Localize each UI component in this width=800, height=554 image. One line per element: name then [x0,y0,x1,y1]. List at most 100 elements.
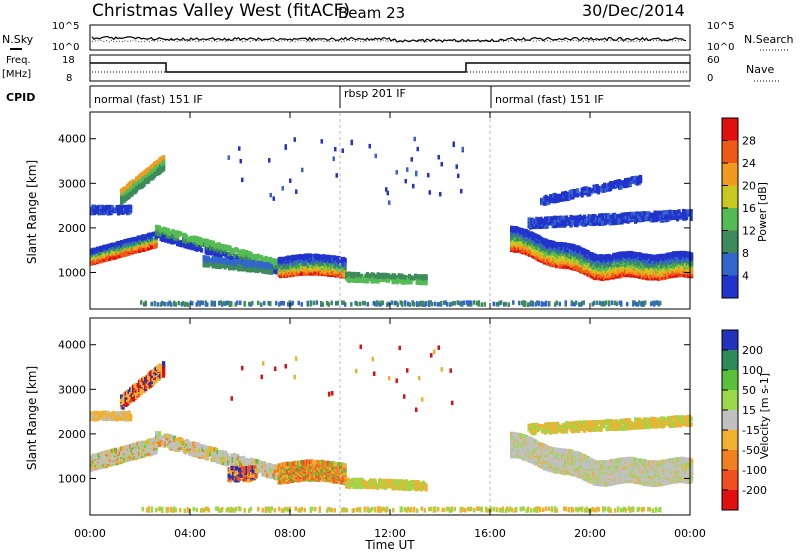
power-cell [210,300,213,305]
power-cell [156,302,159,307]
power-cell [256,267,260,272]
power-cell [343,265,347,271]
power-cell [335,173,338,178]
power-cell [234,253,238,259]
power-cell [394,275,398,280]
power-cell [263,300,266,306]
power-cell [527,302,530,307]
power-cell [321,302,324,307]
power-cell [162,301,165,307]
power-cell [522,300,525,305]
power-cell [267,300,270,306]
power-cell [483,302,486,307]
power-cell [659,210,663,216]
power-cell [428,300,431,305]
power-cell [289,178,292,184]
power-cell [665,209,669,215]
power-cell [290,301,293,307]
power-cell [249,252,253,257]
power-cell [212,240,216,246]
power-cell [330,300,333,306]
power-cell [633,300,636,306]
power-cell [548,300,551,306]
power-cell [227,300,230,306]
power-cell [677,209,681,214]
power-cell [539,216,543,222]
power-cell [439,191,442,197]
power-cell [507,302,510,307]
power-cell [540,301,543,306]
power-cell [650,301,653,307]
power-cell [413,136,416,142]
power-cell [257,253,261,259]
noise-left-tick-bottom: 10^0 [52,42,79,53]
power-cell [183,302,186,307]
power-cell [543,301,546,307]
power-cell [301,167,304,173]
power-cell [222,300,225,306]
power-cell [599,213,603,218]
power-cell [210,251,214,256]
power-cell [390,300,393,305]
power-cell [576,192,580,198]
power-cell [260,302,263,307]
power-cell [162,155,166,160]
power-cell [460,188,463,194]
power-cell [440,300,443,306]
power-yticks-label-3: 4000 [58,133,86,146]
power-cell [419,301,422,306]
power-cell [639,301,642,307]
power-cell [656,300,659,305]
power-cell [626,301,629,307]
power-cell [597,185,601,191]
power-cell [218,242,222,247]
power-cell [264,255,268,261]
power-cell [195,302,198,307]
power-cell [315,300,318,305]
power-cell [236,300,239,305]
power-cell [167,301,170,307]
power-cell [375,300,378,305]
power-cell [599,300,602,306]
power-cell [581,301,584,306]
power-cell [189,300,192,306]
power-cell [431,301,434,307]
power-cell [243,259,247,265]
noise-left-tick-top: 10^5 [52,21,79,32]
power-cell [500,300,503,305]
power-cell [350,302,353,307]
power-cell [575,219,579,224]
power-cell [644,215,648,221]
power-cell [381,300,384,306]
power-cell [239,300,242,306]
freq-label-1: Freq. [6,55,31,66]
power-cell [657,301,660,306]
power-cell [636,302,639,307]
power-cell [400,273,404,279]
power-cell [161,230,165,236]
power-cell [641,301,644,306]
power-cell [420,300,423,306]
power-cell [208,257,212,263]
power-cell [224,249,228,254]
power-cell [248,301,251,307]
power-cell [159,302,162,307]
power-cell [408,302,411,307]
power-cell [362,300,365,306]
power-cell [343,257,347,263]
power-cell [674,210,678,215]
power-cell [377,300,380,306]
power-cell [690,272,694,277]
power-cell [651,300,654,306]
power-cell [480,302,483,307]
power-cell [443,300,446,305]
beam-label: Beam 23 [338,4,405,22]
power-cell [200,248,204,253]
noise-traces [91,35,687,43]
power-cell [437,302,440,307]
power-cell [345,271,349,277]
power-cell [309,300,312,305]
power-cell [492,301,495,307]
power-cell [206,245,210,250]
